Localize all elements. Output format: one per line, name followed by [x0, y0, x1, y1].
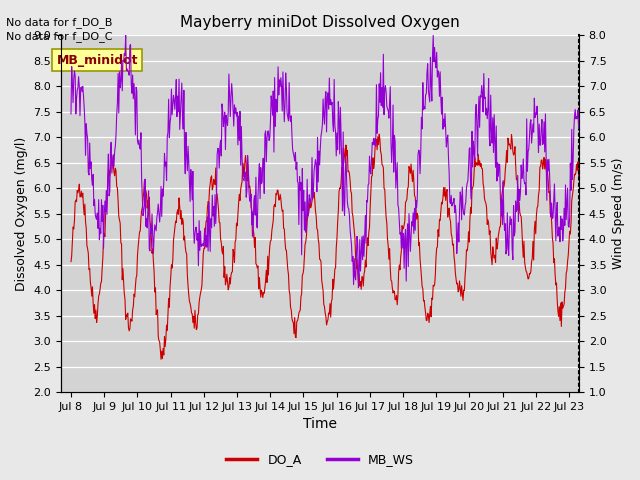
- Text: MB_minidot: MB_minidot: [56, 54, 138, 67]
- Legend: DO_A, MB_WS: DO_A, MB_WS: [221, 448, 419, 471]
- Title: Mayberry miniDot Dissolved Oxygen: Mayberry miniDot Dissolved Oxygen: [180, 15, 460, 30]
- Y-axis label: Wind Speed (m/s): Wind Speed (m/s): [612, 158, 625, 269]
- Y-axis label: Dissolved Oxygen (mg/l): Dissolved Oxygen (mg/l): [15, 137, 28, 291]
- Text: No data for f_DO_C: No data for f_DO_C: [6, 31, 113, 42]
- Text: No data for f_DO_B: No data for f_DO_B: [6, 17, 113, 28]
- X-axis label: Time: Time: [303, 418, 337, 432]
